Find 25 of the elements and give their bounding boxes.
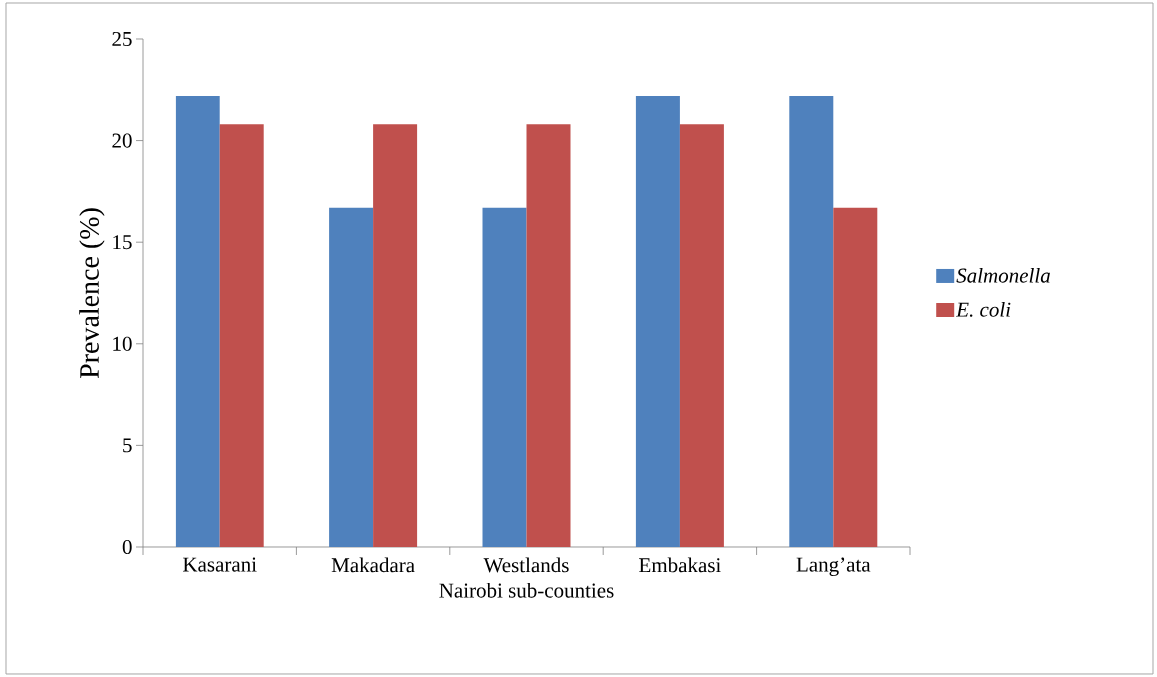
y-tick-label: 20 — [112, 133, 132, 148]
y-tick-label: 5 — [123, 438, 132, 453]
x-tick-label: Lang’ata — [796, 557, 871, 577]
y-axis-title: Prevalence (%) — [79, 208, 105, 379]
x-tick-label: Kasarani — [183, 557, 257, 572]
y-tick-label: 0 — [122, 539, 132, 555]
bar — [635, 95, 680, 547]
bar — [679, 124, 724, 547]
bar — [329, 207, 374, 547]
bar — [373, 124, 418, 547]
x-tick-label: Embakasi — [639, 557, 721, 573]
bar — [482, 207, 527, 547]
y-tick-label: 15 — [113, 235, 132, 250]
bar — [526, 124, 571, 547]
legend-label: E. coli — [955, 301, 1011, 317]
y-tick-label: 25 — [112, 31, 132, 47]
legend-label: Salmonella — [956, 267, 1050, 283]
y-tick-label: 10 — [113, 336, 132, 351]
bar — [219, 124, 264, 547]
x-axis-title: Nairobi sub-counties — [439, 582, 614, 598]
x-tick-label: Makadara — [331, 557, 415, 573]
bar — [833, 207, 878, 547]
bar — [175, 95, 220, 547]
x-tick-label: Westlands — [483, 557, 569, 573]
bar — [789, 95, 834, 547]
